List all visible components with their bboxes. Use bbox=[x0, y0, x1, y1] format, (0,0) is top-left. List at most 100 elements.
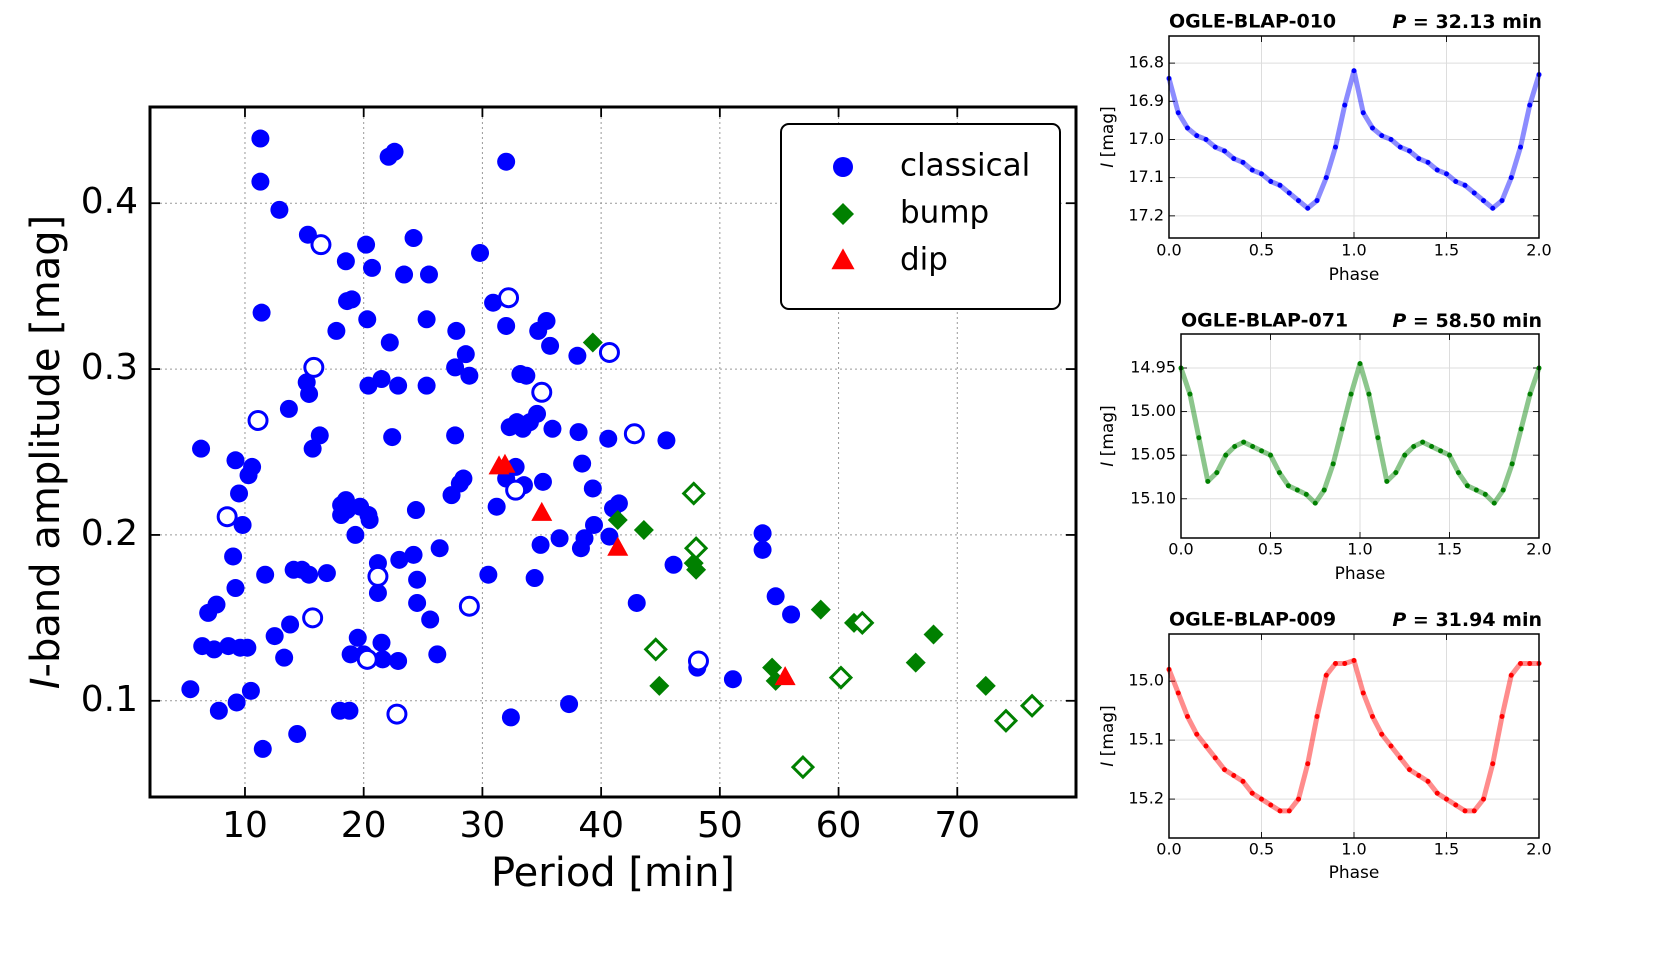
data-point bbox=[599, 429, 618, 448]
x-tick-label: 40 bbox=[578, 805, 624, 846]
x-tick-label: 50 bbox=[697, 805, 743, 846]
data-point bbox=[1499, 714, 1505, 720]
data-point bbox=[1223, 452, 1229, 458]
data-point bbox=[1490, 761, 1496, 767]
data-point bbox=[310, 426, 329, 445]
data-point bbox=[417, 310, 436, 329]
y-tick-label: 15.00 bbox=[1130, 401, 1176, 420]
data-point bbox=[1240, 778, 1246, 784]
data-point bbox=[1296, 796, 1301, 802]
data-point bbox=[233, 515, 252, 534]
period-annotation: P = 31.94 min bbox=[1392, 609, 1542, 631]
data-point bbox=[1222, 148, 1227, 154]
legend-label: bump bbox=[900, 195, 989, 231]
data-point bbox=[1407, 148, 1412, 154]
data-point bbox=[1294, 487, 1300, 493]
data-point bbox=[446, 358, 465, 377]
data-point bbox=[600, 527, 619, 546]
data-point bbox=[1453, 802, 1459, 808]
data-point bbox=[1323, 672, 1329, 678]
data-point bbox=[517, 366, 536, 385]
data-point bbox=[1342, 102, 1348, 108]
y-tick-label: 16.8 bbox=[1128, 53, 1164, 72]
data-point bbox=[1268, 802, 1274, 808]
x-axis-label: Phase bbox=[1329, 265, 1380, 285]
data-point bbox=[753, 540, 772, 559]
x-tick-label: 1.0 bbox=[1347, 540, 1372, 559]
data-point bbox=[828, 665, 854, 690]
data-point bbox=[1339, 426, 1345, 432]
data-point bbox=[458, 595, 480, 617]
data-point bbox=[408, 570, 427, 589]
data-point bbox=[1351, 658, 1357, 664]
data-point bbox=[525, 569, 544, 588]
data-point bbox=[528, 404, 547, 423]
data-point bbox=[216, 506, 238, 528]
data-point bbox=[300, 384, 319, 403]
x-tick-label: 0.0 bbox=[1156, 840, 1181, 859]
data-point bbox=[1455, 470, 1461, 476]
data-point bbox=[1411, 443, 1417, 449]
data-point bbox=[1388, 136, 1394, 142]
data-point bbox=[1330, 461, 1336, 467]
data-point bbox=[1314, 714, 1320, 720]
y-tick-label: 0.2 bbox=[81, 513, 138, 554]
y-tick-label: 16.9 bbox=[1128, 91, 1164, 110]
data-point bbox=[479, 565, 498, 584]
plot-frame bbox=[1168, 35, 1540, 239]
data-point bbox=[247, 409, 269, 431]
data-point bbox=[1323, 175, 1329, 181]
data-point bbox=[1527, 660, 1533, 666]
x-tick-label: 2.0 bbox=[1526, 840, 1551, 859]
data-point bbox=[1444, 171, 1449, 177]
data-point bbox=[1205, 478, 1211, 484]
data-point bbox=[1357, 361, 1363, 367]
plot-frame bbox=[1168, 633, 1540, 839]
data-point bbox=[1286, 808, 1292, 814]
data-point bbox=[421, 610, 440, 629]
data-point bbox=[537, 311, 556, 330]
data-point bbox=[386, 703, 408, 725]
data-point bbox=[368, 583, 387, 602]
data-point bbox=[1393, 470, 1399, 476]
x-tick-label: 2.0 bbox=[1526, 540, 1551, 559]
data-point bbox=[1231, 773, 1237, 779]
data-point bbox=[367, 565, 389, 587]
data-point bbox=[607, 536, 629, 556]
data-point bbox=[1276, 470, 1282, 476]
data-point bbox=[281, 615, 300, 634]
x-tick-label: 0.5 bbox=[1249, 840, 1274, 859]
data-point bbox=[723, 670, 742, 689]
data-point bbox=[1241, 439, 1247, 445]
data-point bbox=[471, 243, 490, 262]
data-point bbox=[657, 431, 676, 450]
x-tick-label: 0.5 bbox=[1249, 241, 1274, 260]
data-point bbox=[252, 303, 271, 322]
data-point bbox=[303, 439, 322, 458]
data-point bbox=[408, 593, 427, 612]
data-point bbox=[1407, 767, 1412, 773]
data-point bbox=[454, 469, 473, 488]
x-axis-label: Period [min] bbox=[491, 850, 735, 896]
data-point bbox=[1277, 808, 1283, 814]
data-point bbox=[1482, 491, 1488, 497]
data-point bbox=[207, 595, 226, 614]
data-point bbox=[993, 708, 1019, 733]
data-point bbox=[1527, 102, 1533, 108]
data-point bbox=[531, 501, 553, 521]
data-point bbox=[1185, 714, 1190, 720]
x-tick-label: 0.5 bbox=[1258, 540, 1283, 559]
data-point bbox=[1333, 660, 1338, 666]
data-point bbox=[753, 524, 772, 543]
period-annotation: P = 32.13 min bbox=[1392, 11, 1542, 33]
data-point bbox=[1499, 198, 1505, 204]
data-point bbox=[1434, 790, 1440, 796]
y-axis-label: I-band amplitude [mag] bbox=[23, 215, 69, 690]
data-point bbox=[253, 739, 272, 758]
data-point bbox=[1296, 198, 1301, 204]
data-point bbox=[850, 610, 875, 635]
data-point bbox=[1285, 483, 1291, 489]
data-point bbox=[1370, 125, 1375, 131]
data-point bbox=[358, 310, 377, 329]
data-point bbox=[1250, 443, 1256, 449]
